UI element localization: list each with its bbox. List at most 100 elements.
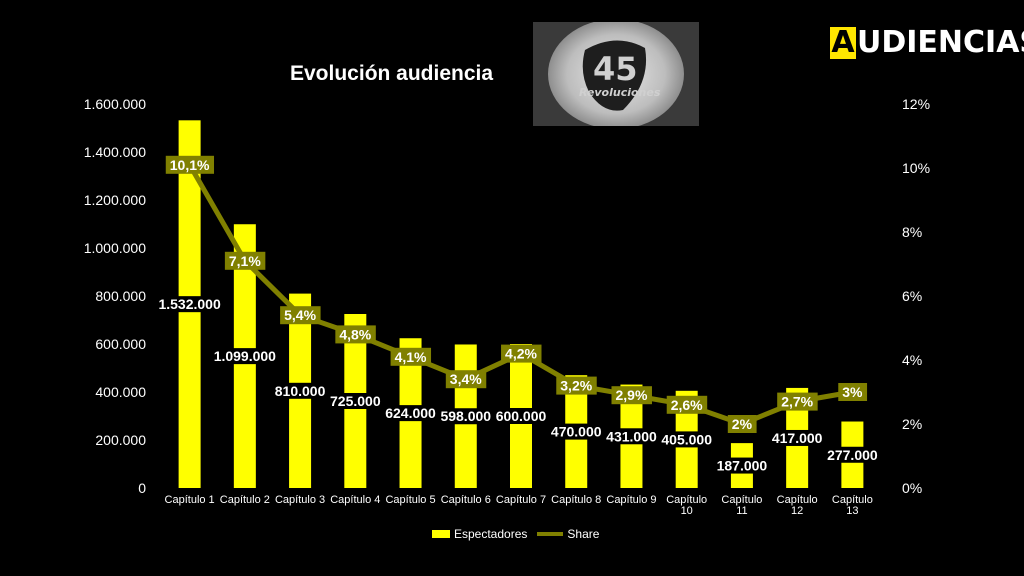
left-tick-label: 1.200.000 [84,192,146,208]
bar-value-label: 1.099.000 [214,348,276,364]
right-tick-label: 12% [902,96,930,112]
logo-box [830,27,856,59]
audiencias-logo: A UDIENCIAS [830,24,1024,64]
right-tick-label: 6% [902,288,922,304]
bar-value-label: 1.532.000 [158,296,220,312]
left-tick-label: 800.000 [95,288,146,304]
bar-label-bg [714,457,770,474]
share-value-label: 3% [842,384,863,400]
bar-label-bg [383,405,439,422]
share-label-bg [445,370,487,389]
share-label-bg [611,386,652,405]
x-tick-label: Capítulo 4 [330,494,380,506]
legend-label-espectadores: Espectadores [454,527,528,541]
45-revoluciones-logo: 45 Revoluciones [533,22,699,126]
share-value-label: 4,8% [339,326,371,342]
share-label-bg [666,395,708,414]
left-tick-label: 1.600.000 [84,96,146,112]
thumb-word: Revoluciones [579,86,661,99]
share-label-bg [224,251,266,270]
bar-value-label: 277.000 [827,447,878,463]
share-label-bg [501,344,542,363]
share-label-bg [390,347,432,366]
right-tick-label: 0% [902,480,922,496]
legend-label-share: Share [567,527,600,541]
bar-label-bg [438,408,494,425]
x-tick-label: Capítulo 13 [832,494,873,517]
share-value-label: 2,9% [616,387,648,403]
right-axis-ticks: 0% 2% 4% 6% 8% 10% 12% [902,96,930,496]
bar-value-label: 725.000 [330,393,381,409]
right-tick-label: 2% [902,416,922,432]
right-tick-label: 10% [902,160,930,176]
left-tick-label: 600.000 [95,336,146,352]
legend-swatch-line [537,532,564,536]
share-label-bg [777,392,818,411]
left-tick-label: 0 [138,480,146,496]
x-tick-label: Capítulo 9 [606,494,656,506]
logo-letter: A [831,25,855,60]
share-value-label: 2,6% [671,397,703,413]
share-value-label: 3,2% [560,378,592,394]
share-label-bg [838,383,868,401]
share-value-label: 2,7% [781,394,813,410]
bar-label-bg [156,296,223,313]
share-value-label: 4,1% [395,349,427,365]
share-label-bg [335,325,376,344]
share-label-bg [165,155,215,174]
left-tick-label: 1.400.000 [84,144,146,160]
share-label-bg [727,415,757,433]
left-tick-label: 1.000.000 [84,240,146,256]
chart-title: Evolución audiencia [290,62,494,85]
bar-value-label: 624.000 [385,405,436,421]
legend-swatch-bar [432,530,450,538]
x-tick-label: Capítulo 3 [275,494,325,506]
bar-value-label: 810.000 [275,383,326,399]
x-axis-ticks: Capítulo 1 Capítulo 2 Capítulo 3 Capítulo 4… [165,494,873,517]
share-value-label: 10,1% [170,157,210,173]
x-tick-label: Capítulo 11 [721,494,762,517]
bar-label-bg [769,429,825,446]
x-tick-label: Capítulo 10 [666,494,707,517]
share-labels-group: 10,1% 7,1% 5,4% 4,8% 4,1% 3,4% 4,2% 3,2% 2,9% 2,6… [165,155,868,433]
bar-label-bg [328,393,383,409]
share-value-label: 4,2% [505,346,537,362]
bar-value-label: 431.000 [606,428,657,444]
share-value-label: 7,1% [229,253,261,269]
share-label-bg [280,306,321,325]
legend-item-espectadores: Espectadores [432,527,527,541]
bar-label-bg [548,423,604,440]
share-label-bg [556,376,597,395]
right-tick-label: 4% [902,352,922,368]
x-tick-label: Capítulo 5 [385,494,435,506]
share-value-label: 3,4% [450,371,482,387]
legend: Espectadores Share [432,527,609,541]
bar-label-bg [604,428,659,445]
bars-group [178,120,864,489]
bar-label-bg [825,446,880,463]
x-tick-label: Capítulo 12 [777,494,818,517]
x-tick-label: Capítulo 1 [165,494,215,506]
bar-value-label: 600.000 [496,408,547,424]
bar-value-label: 470.000 [551,424,602,440]
bar-label-bg [211,348,279,365]
logo-text: UDIENCIAS [857,25,1024,60]
x-tick-label: Capítulo 6 [441,494,491,506]
bar-value-label: 187.000 [717,458,768,474]
bar-value-label: 405.000 [661,431,712,447]
bar-value-label: 417.000 [772,430,823,446]
left-axis-ticks: 0 200.000 400.000 600.000 800.000 1.000.000 1.… [84,96,147,496]
legend-item-share: Share [537,527,599,541]
left-tick-label: 200.000 [95,432,146,448]
x-tick-label: Capítulo 7 [496,494,546,506]
share-value-label: 5,4% [284,307,316,323]
x-tick-label: Capítulo 8 [551,494,601,506]
bar-label-bg [493,408,549,424]
left-tick-label: 400.000 [95,384,146,400]
x-tick-label: Capítulo 2 [220,494,270,506]
bar-value-label: 598.000 [440,408,491,424]
share-value-label: 2% [732,416,753,432]
bar-label-bg [659,431,715,448]
thumb-number: 45 [593,50,638,88]
